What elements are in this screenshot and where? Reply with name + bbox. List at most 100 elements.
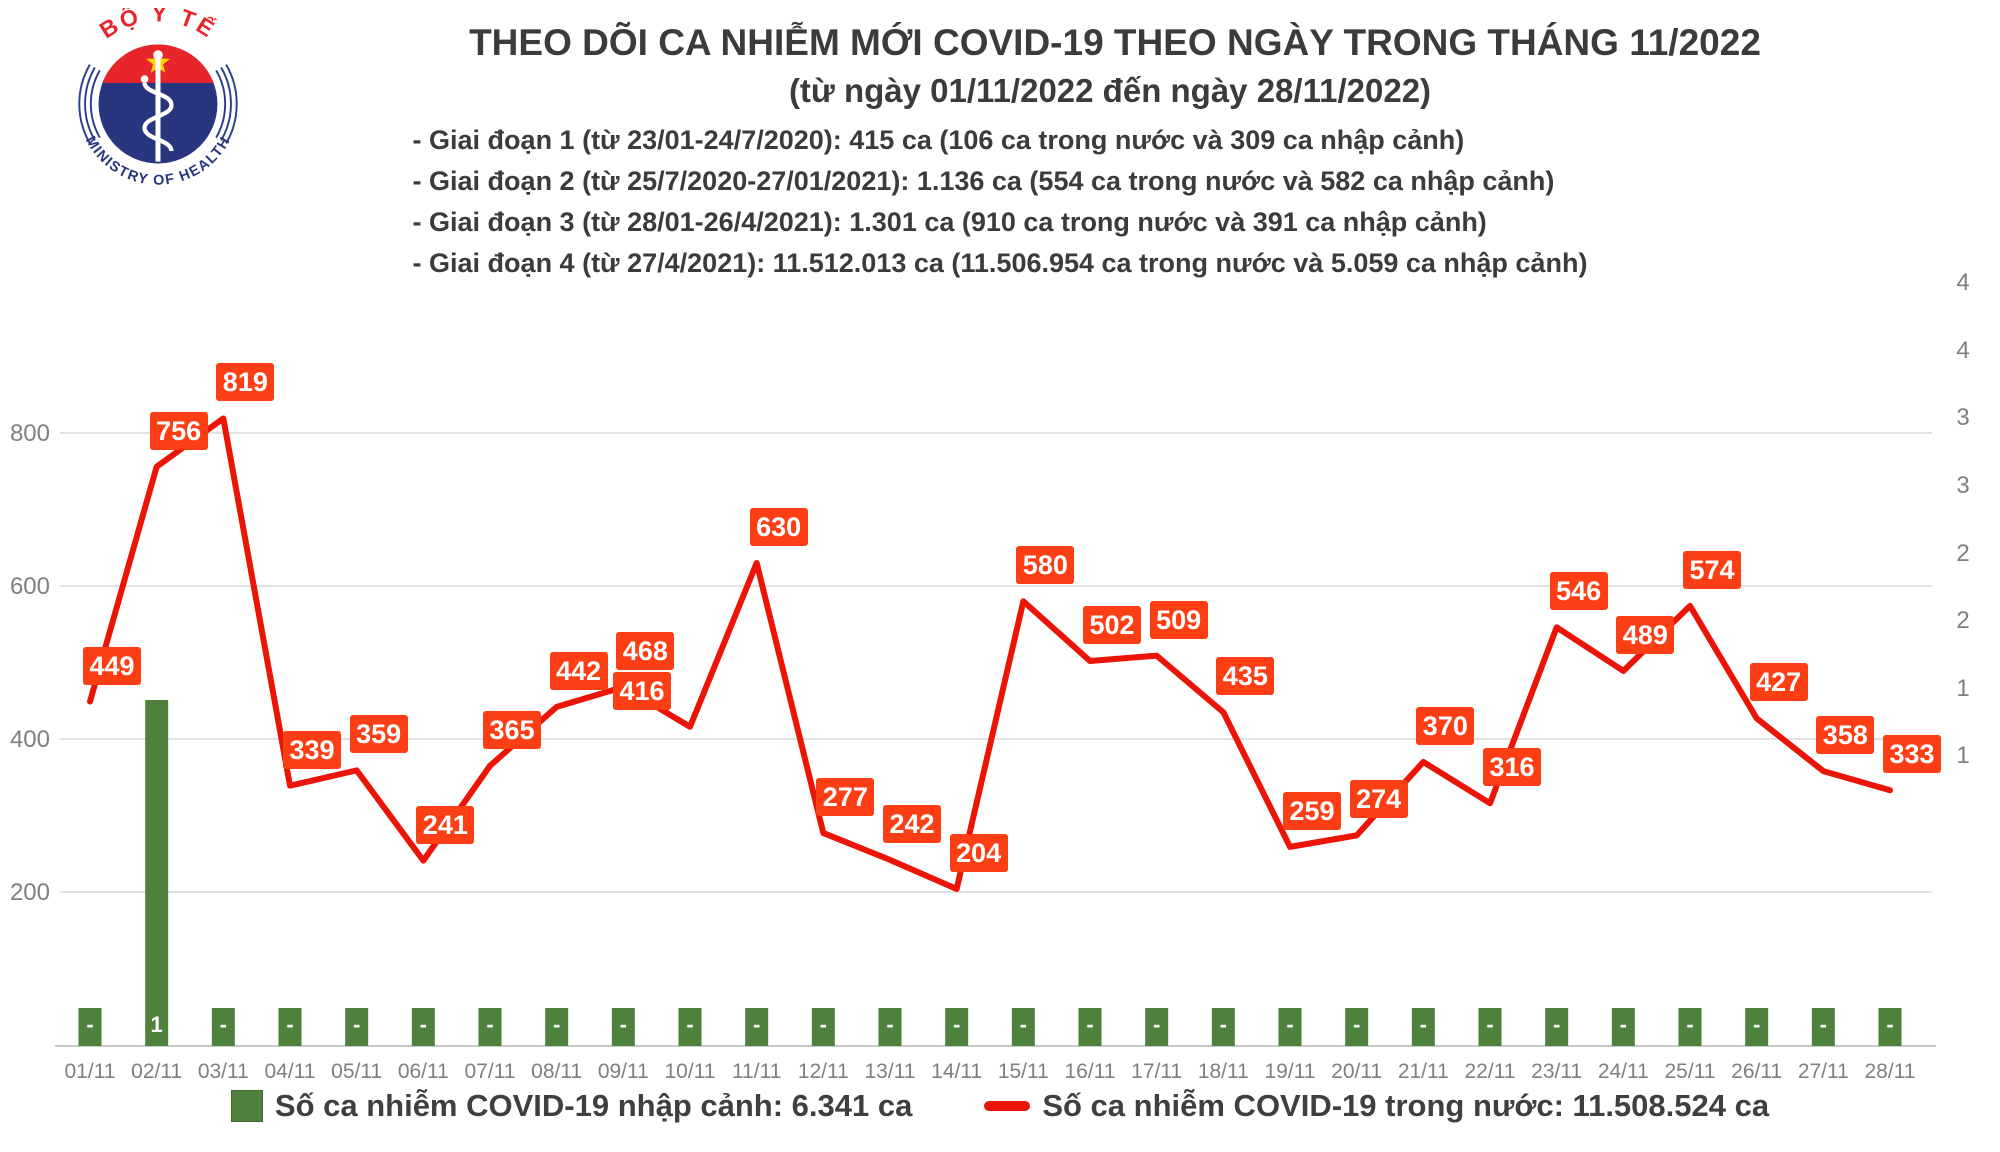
bar-value-label: - <box>1153 1012 1160 1037</box>
header: THEO DÕI CA NHIỄM MỚI COVID-19 THEO NGÀY… <box>0 0 2000 284</box>
imported-cases-bar <box>678 1008 702 1046</box>
bar-value-label: - <box>753 1012 760 1037</box>
imported-cases-bar <box>1411 1008 1435 1046</box>
imported-cases-bar <box>545 1008 569 1046</box>
line-value-label: 449 <box>83 646 141 685</box>
imported-cases-bar <box>1011 1008 1035 1046</box>
x-axis-date-label: 16/11 <box>1065 1060 1116 1083</box>
page-subtitle: (từ ngày 01/11/2022 đến ngày 28/11/2022) <box>788 72 1432 109</box>
x-axis-date-label: 12/11 <box>798 1060 849 1083</box>
line-value-label: 756 <box>149 411 208 450</box>
x-axis-date-label: 02/11 <box>131 1060 182 1083</box>
bar-value-label: - <box>220 1012 227 1037</box>
line-value-label: 333 <box>1883 735 1941 774</box>
line-value-label: 365 <box>483 710 541 749</box>
x-axis-date-label: 07/11 <box>465 1060 516 1083</box>
legend-item-domestic: Số ca nhiễm COVID-19 trong nước: 11.508.… <box>984 1088 1769 1124</box>
imported-cases-bar <box>411 1008 435 1046</box>
imported-cases-bar <box>878 1008 902 1046</box>
x-axis-date-label: 28/11 <box>1865 1060 1916 1083</box>
x-axis-date-label: 17/11 <box>1131 1060 1182 1083</box>
left-axis-tick-label: 600 <box>10 573 50 600</box>
line-value-label: 370 <box>1416 706 1475 745</box>
bar-value-label: - <box>886 1012 893 1037</box>
imported-cases-bar <box>745 1008 769 1046</box>
line-value-label: 241 <box>416 805 475 844</box>
line-value-label: 277 <box>816 778 875 817</box>
line-value-label: 274 <box>1349 780 1408 819</box>
bar-value-label: - <box>1686 1012 1693 1037</box>
imported-cases-bar <box>1211 1008 1235 1046</box>
imported-cases-bar <box>1678 1008 1702 1046</box>
imported-cases-bar <box>1278 1008 1302 1046</box>
legend-item-imported: Số ca nhiễm COVID-19 nhập cảnh: 6.341 ca <box>230 1088 913 1124</box>
imported-cases-bar <box>1078 1008 1102 1046</box>
x-axis-date-label: 05/11 <box>331 1060 382 1083</box>
imported-cases-bar <box>278 1008 302 1046</box>
right-axis-tick-label: 2 <box>1956 607 1969 634</box>
imported-cases-bar <box>1545 1008 1569 1046</box>
imported-cases-bar <box>1811 1008 1835 1046</box>
imported-cases-bar <box>611 1008 635 1046</box>
line-value-label: 358 <box>1816 716 1875 755</box>
line-value-label: 546 <box>1549 572 1608 611</box>
x-axis-date-label: 10/11 <box>665 1060 716 1083</box>
imported-cases-bar <box>145 700 169 1046</box>
line-value-label: 489 <box>1616 615 1675 654</box>
right-axis-tick-label: 2 <box>1956 540 1969 567</box>
x-axis-date-label: 13/11 <box>865 1060 916 1083</box>
bar-value-label: - <box>1020 1012 1027 1037</box>
right-axis-tick-label: 4 <box>1956 337 1969 364</box>
logo-side-arcs <box>78 64 238 144</box>
right-axis-tick-label: 1 <box>1956 675 1969 702</box>
bar-value-label: - <box>286 1012 293 1037</box>
line-value-label: 242 <box>883 804 941 843</box>
phase-3-summary: - Giai đoạn 3 (từ 28/01-26/4/2021): 1.30… <box>412 207 1487 237</box>
x-axis-date-label: 19/11 <box>1265 1060 1316 1083</box>
line-value-label: 316 <box>1483 748 1541 787</box>
x-axis-date-label: 06/11 <box>398 1060 449 1083</box>
imported-cases-bar <box>478 1008 502 1046</box>
x-axis-date-label: 08/11 <box>531 1060 582 1083</box>
line-value-label: 339 <box>283 730 341 769</box>
bar-value-label: - <box>1620 1012 1627 1037</box>
line-value-label: 630 <box>749 508 808 547</box>
bar-value-label: - <box>1220 1012 1227 1037</box>
line-value-label: 502 <box>1083 605 1141 644</box>
phase-2-summary: - Giai đoạn 2 (từ 25/7/2020-27/01/2021):… <box>412 166 1555 196</box>
bar-value-label: - <box>1886 1012 1893 1037</box>
right-axis-tick-label: 1 <box>1956 742 1969 769</box>
x-axis-date-label: 14/11 <box>931 1060 982 1083</box>
x-axis-date-label: 22/11 <box>1465 1060 1516 1083</box>
line-value-label: 359 <box>349 715 408 754</box>
line-value-label: 509 <box>1149 600 1208 639</box>
imported-cases-bar <box>811 1008 835 1046</box>
x-axis-date-label: 20/11 <box>1331 1060 1382 1083</box>
line-value-label: 259 <box>1283 791 1341 830</box>
x-axis-date-label: 09/11 <box>598 1060 649 1083</box>
chart-legend: Số ca nhiễm COVID-19 nhập cảnh: 6.341 ca… <box>0 1088 2000 1124</box>
bar-value-label: - <box>86 1012 93 1037</box>
x-axis-date-label: 23/11 <box>1531 1060 1582 1083</box>
imported-cases-bar <box>1345 1008 1369 1046</box>
bar-value-label: - <box>486 1012 493 1037</box>
imported-cases-bar <box>1745 1008 1769 1046</box>
imported-cases-bar <box>211 1008 235 1046</box>
line-value-label: 574 <box>1683 550 1741 589</box>
bar-value-label: - <box>1286 1012 1293 1037</box>
phase-summary-list: - Giai đoạn 1 (từ 23/01-24/7/2020): 415 … <box>413 120 1588 284</box>
imported-cases-bar <box>1478 1008 1502 1046</box>
line-value-label: 204 <box>949 833 1008 872</box>
legend-domestic-label: Số ca nhiễm COVID-19 trong nước: 11.508.… <box>1042 1088 1770 1123</box>
legend-line-swatch <box>984 1101 1031 1111</box>
line-value-label: 819 <box>216 363 275 402</box>
imported-cases-bar <box>945 1008 969 1046</box>
right-axis-tick-label: 4 <box>1956 269 1969 296</box>
line-value-label: 416 <box>613 671 671 710</box>
bar-value-label: - <box>353 1012 360 1037</box>
legend-imported-label: Số ca nhiễm COVID-19 nhập cảnh: 6.341 ca <box>274 1088 913 1123</box>
bar-value-label: - <box>686 1012 693 1037</box>
line-value-label: 427 <box>1749 663 1808 702</box>
